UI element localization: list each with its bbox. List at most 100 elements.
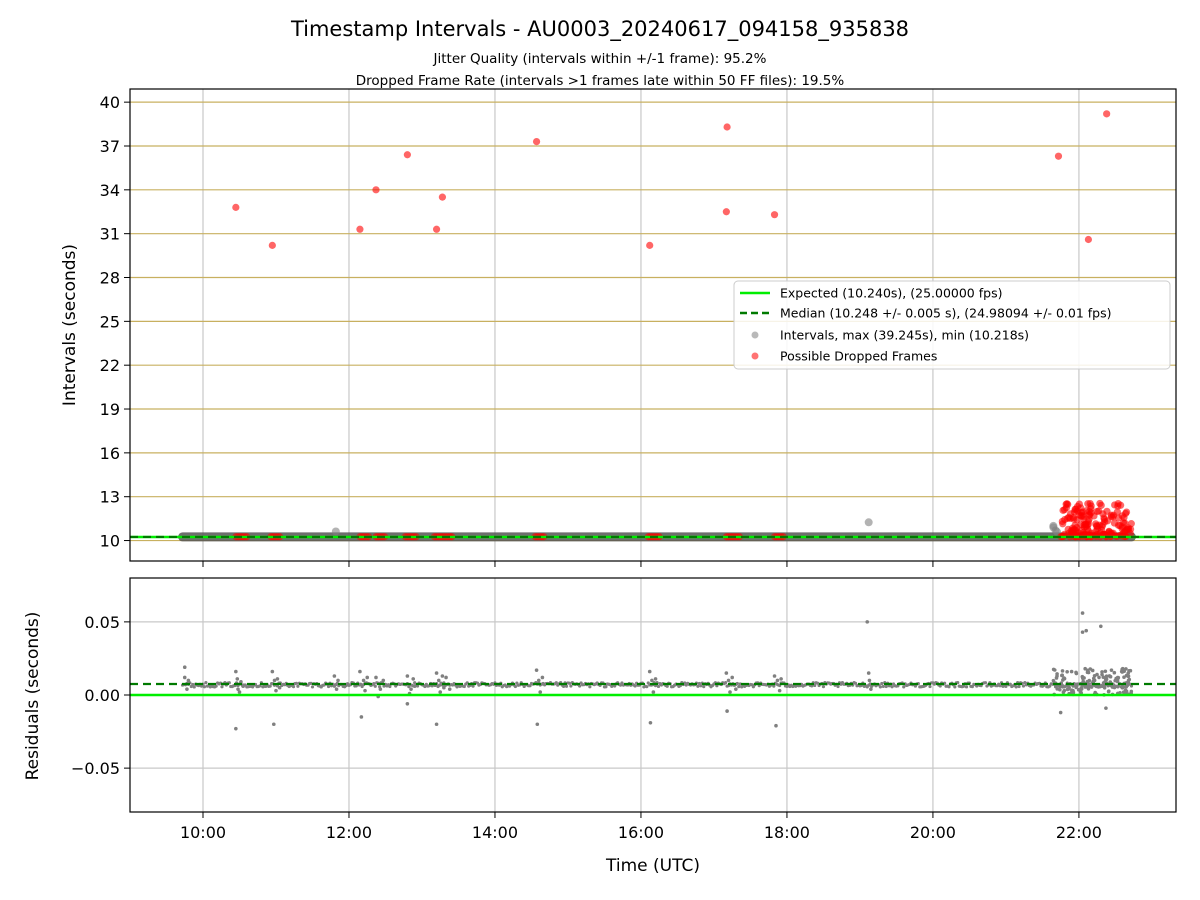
residual-point [1116,684,1120,689]
residual-point [961,684,966,688]
legend-dropped-label: Possible Dropped Frames [780,349,937,364]
residuals-y-tick-label: −0.05 [71,759,120,778]
dropped-frame-point [1059,506,1067,514]
residual-point [236,687,240,691]
residual-point [735,681,739,686]
dropped-frame-point [1122,508,1131,516]
residuals-x-tick-label: 14:00 [472,823,518,842]
residual-point [561,684,566,689]
residual-point [535,722,540,727]
intervals-y-tick-label: 10 [100,532,120,551]
residual-point [1112,670,1117,675]
residual-point [816,681,820,685]
residual-point [326,684,331,689]
dropped-frame-point [268,241,276,249]
residual-point [374,675,378,680]
residual-point [650,678,654,683]
intervals-y-tick-label: 37 [100,137,120,156]
residual-point [1088,667,1093,671]
residual-point [372,681,376,686]
residual-point [378,687,383,691]
residual-point [336,678,340,683]
residual-point [1081,679,1085,684]
residual-point [204,681,208,685]
residual-point [442,685,446,690]
residual-point [1061,690,1066,694]
residual-point [702,685,706,689]
residual-point [332,674,337,678]
residual-point [777,688,782,693]
dropped-frame-point [1096,499,1104,508]
residual-point [241,684,245,689]
intervals-y-tick-label: 16 [100,444,120,463]
residual-point [1051,678,1056,683]
residual-point [699,684,703,688]
dropped-frame-point [1059,520,1067,528]
residual-point [878,685,882,689]
residual-point [1084,628,1089,633]
dropped-frame-point [403,151,411,159]
residual-point [564,684,569,688]
residual-point [1099,624,1103,629]
residual-point [730,675,734,680]
residual-point [880,681,884,686]
residual-point [774,723,778,728]
residual-point [1103,669,1108,674]
residual-point [436,678,441,683]
residual-point [724,671,729,675]
residual-point [1091,679,1095,684]
residual-point [202,685,207,689]
residual-point [853,681,858,685]
residual-point [697,681,701,686]
residual-point [998,684,1002,688]
residual-point [365,675,370,680]
residual-point [1107,674,1112,678]
residual-point [567,681,572,685]
residual-point [540,675,545,680]
residual-point [270,669,275,674]
residual-point [779,677,783,681]
residual-point [1060,669,1065,673]
intervals-panel: 10 13 16 19 22 25 28 31 34 37 40 Intervals (second… [60,88,1177,567]
residual-point [363,688,367,693]
residual-point [438,690,443,694]
dropped-frame-point [1095,521,1104,529]
residual-point [867,678,872,683]
residuals-panel: 10:00 12:00 14:00 16:00 18:00 20:00 22:00 0.05… [23,577,1177,876]
residual-point [277,685,282,690]
intervals-y-tick-label: 40 [100,93,120,112]
residual-point [1092,673,1097,678]
figure-title: Timestamp Intervals - AU0003_20240617_09… [290,17,909,42]
dropped-frame-point [356,225,364,233]
residual-point [268,684,272,688]
residual-point [1129,684,1134,688]
interval-point [864,518,873,527]
residual-point [1083,666,1087,671]
residual-point [411,677,416,681]
residual-point [928,684,932,689]
residual-point [358,669,362,674]
residual-point [214,684,218,688]
figure-subtitle-dropped: Dropped Frame Rate (intervals >1 frames … [356,73,845,89]
residual-point [1080,611,1085,615]
dropped-frame-point [532,138,541,146]
legend-intervals-label: Intervals, max (39.245s), min (10.218s) [780,328,1029,343]
dropped-frame-point [372,186,380,194]
residual-point [1126,674,1130,678]
residual-point [604,685,608,689]
legend-median-label: Median (10.248 +/- 0.005 s), (24.98094 +… [780,306,1111,321]
legend-dropped-marker-icon [751,352,759,360]
residual-point [947,685,951,689]
residual-point [1085,670,1090,675]
dropped-frame-point [1110,519,1119,527]
residual-point [412,684,417,689]
residual-point [1121,685,1125,690]
residual-point [1075,682,1079,687]
residual-point [1065,687,1070,692]
residual-point [185,687,189,691]
residual-point [291,685,296,689]
residuals-x-tick-label: 18:00 [764,823,810,842]
dropped-frame-point [770,211,779,219]
intervals-y-tick-label: 31 [100,225,120,244]
